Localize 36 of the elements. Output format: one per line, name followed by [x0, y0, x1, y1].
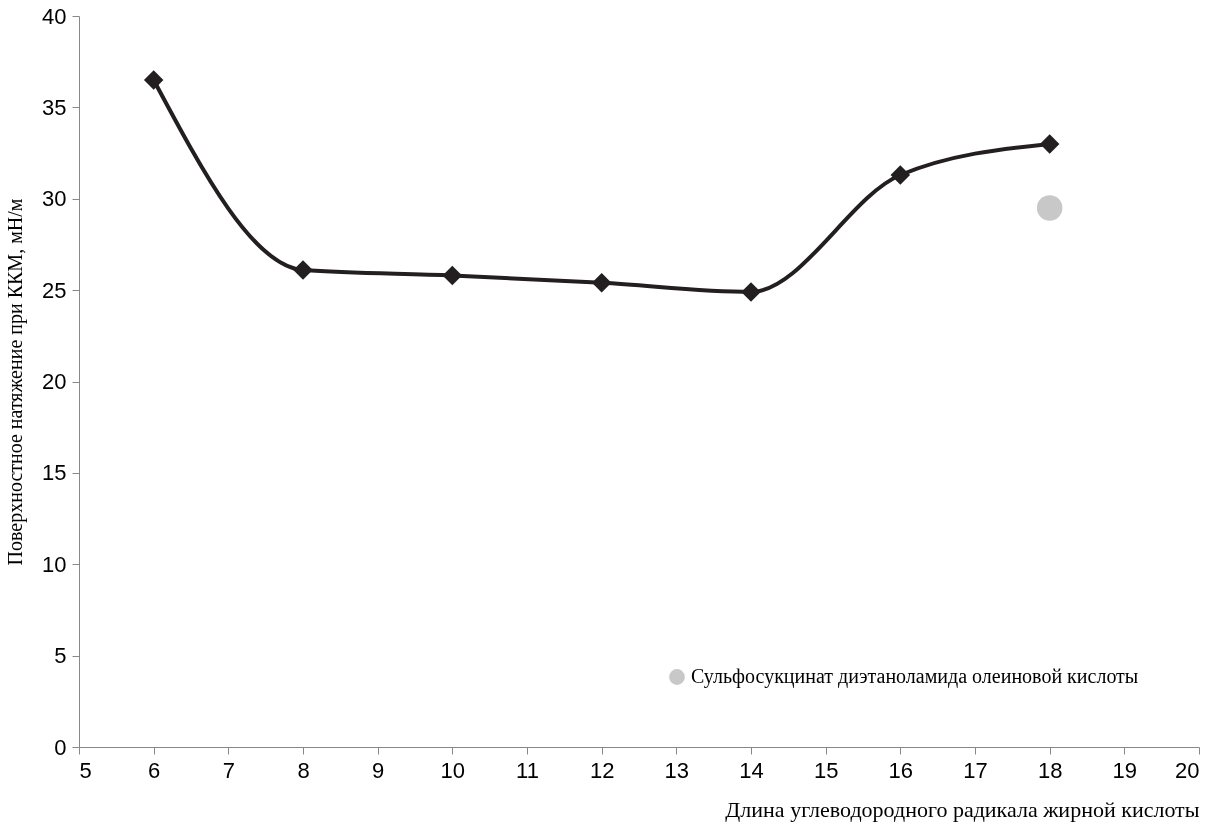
point — [442, 265, 463, 286]
y-tick-label: 35 — [42, 94, 67, 120]
x-tick-label: 14 — [739, 757, 764, 783]
x-tick-label: 18 — [1037, 757, 1063, 783]
x-tick-label: 20 — [1175, 757, 1200, 783]
y-tick-label: 30 — [42, 186, 67, 212]
y-axis-title: Поверхностное натяжение при ККМ, мН/м — [4, 198, 28, 566]
x-tick-label: 12 — [589, 757, 615, 783]
x-tick-label: 6 — [148, 757, 161, 783]
point — [143, 70, 164, 90]
x-tick-label: 16 — [888, 757, 914, 783]
y-tick-label: 40 — [42, 3, 67, 29]
x-tick-label: 10 — [440, 757, 466, 783]
x-tick-label: 9 — [372, 757, 385, 783]
y-tick-label: 10 — [42, 551, 67, 577]
y-tick-label: 0 — [54, 734, 67, 760]
y-tick-label: 20 — [42, 369, 67, 394]
x-tick-label: 8 — [297, 757, 310, 783]
legend-label: Сульфосукцинат диэтаноламида олеиновой кислоты — [691, 665, 1139, 688]
point — [890, 165, 911, 185]
point — [1036, 195, 1063, 221]
x-tick-label: 5 — [79, 757, 92, 783]
x-tick-label: 15 — [813, 757, 839, 783]
point — [741, 282, 761, 302]
x-axis-title: Длина углеводородного радикала жирной кислоты — [725, 796, 1200, 822]
y-tick-label: 5 — [54, 643, 67, 669]
x-tick-label: 7 — [222, 757, 235, 783]
point — [591, 273, 612, 293]
point — [1039, 134, 1060, 154]
y-tick-label: 25 — [42, 277, 67, 303]
y-tick-label: 15 — [42, 460, 67, 486]
x-tick-label: 19 — [1112, 757, 1138, 783]
point — [293, 260, 313, 280]
x-tick-label: 11 — [516, 757, 539, 783]
x-tick-label: 17 — [963, 757, 988, 783]
x-tick-label: 13 — [664, 757, 690, 783]
